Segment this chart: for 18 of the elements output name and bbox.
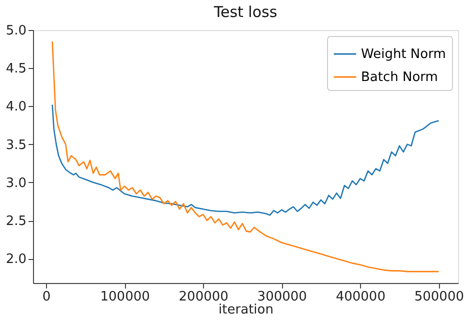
y-tick-label: 5.0 bbox=[6, 24, 26, 38]
y-tick-label: 3.0 bbox=[6, 176, 26, 191]
legend-label: Weight Norm bbox=[361, 47, 446, 62]
line-series bbox=[52, 104, 440, 216]
x-tick-label: 200000 bbox=[178, 290, 228, 304]
x-tick-label: 0 bbox=[42, 290, 51, 304]
x-tick-label: 500000 bbox=[414, 290, 464, 304]
chart-title: Test loss bbox=[212, 3, 278, 21]
x-tick-label: 300000 bbox=[257, 290, 307, 304]
y-tick-label: 4.5 bbox=[6, 62, 26, 77]
y-tick-label: 2.5 bbox=[6, 214, 26, 230]
x-axis-title: iteration bbox=[218, 302, 274, 318]
y-tick-label: 4.0 bbox=[6, 100, 26, 115]
y-tick-label: 2.0 bbox=[6, 252, 26, 268]
x-tick-label: 400000 bbox=[336, 290, 386, 304]
y-tick-label: 3.5 bbox=[6, 138, 26, 153]
legend-label: Batch Norm bbox=[361, 70, 438, 85]
x-tick-label: 100000 bbox=[100, 290, 150, 304]
